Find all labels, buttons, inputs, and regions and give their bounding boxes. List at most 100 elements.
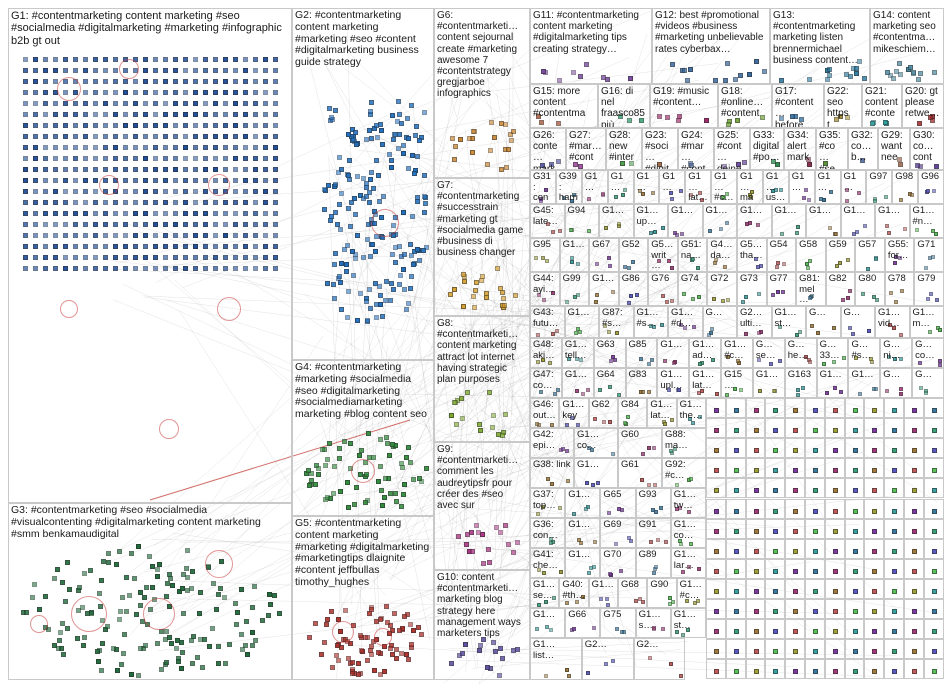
node-avatar[interactable] xyxy=(73,211,78,216)
node-avatar[interactable] xyxy=(793,609,799,614)
node-avatar[interactable] xyxy=(806,157,812,163)
node-avatar[interactable] xyxy=(60,621,66,627)
node-avatar[interactable] xyxy=(832,568,838,574)
node-avatar[interactable] xyxy=(380,193,386,199)
node-avatar[interactable] xyxy=(62,599,68,605)
node-avatar[interactable] xyxy=(773,508,779,514)
node-avatar[interactable] xyxy=(873,387,878,392)
cluster-box-small-78[interactable]: G… #s… xyxy=(848,338,881,368)
node-avatar[interactable] xyxy=(183,565,189,571)
node-avatar[interactable] xyxy=(333,652,339,658)
cluster-box-small-8[interactable]: G1… ma… xyxy=(737,170,763,204)
node-avatar[interactable] xyxy=(167,576,173,582)
node-avatar[interactable] xyxy=(239,646,245,652)
node-avatar[interactable] xyxy=(795,387,800,392)
node-avatar[interactable] xyxy=(899,198,904,203)
node-avatar[interactable] xyxy=(354,485,360,491)
node-avatar[interactable] xyxy=(793,548,799,554)
node-avatar[interactable] xyxy=(43,57,48,62)
node-avatar[interactable] xyxy=(163,101,168,106)
node-avatar[interactable] xyxy=(203,68,208,73)
node-avatar[interactable] xyxy=(74,635,80,641)
node-avatar[interactable] xyxy=(506,541,512,547)
node-avatar[interactable] xyxy=(213,244,218,249)
node-avatar[interactable] xyxy=(327,106,333,112)
node-avatar[interactable] xyxy=(757,357,762,362)
node-avatar[interactable] xyxy=(724,60,730,66)
node-avatar[interactable] xyxy=(470,149,476,155)
node-avatar[interactable] xyxy=(688,476,693,481)
node-avatar[interactable] xyxy=(238,587,244,593)
node-avatar[interactable] xyxy=(638,189,643,194)
node-avatar[interactable] xyxy=(548,161,554,167)
node-avatar[interactable] xyxy=(183,266,188,271)
node-avatar[interactable] xyxy=(66,587,72,593)
node-avatar[interactable] xyxy=(682,292,687,297)
node-avatar[interactable] xyxy=(401,287,407,293)
node-avatar[interactable] xyxy=(626,300,631,305)
node-avatar[interactable] xyxy=(912,408,917,413)
node-avatar[interactable] xyxy=(892,669,898,675)
node-avatar[interactable] xyxy=(23,134,28,139)
node-avatar[interactable] xyxy=(98,577,104,583)
node-avatar[interactable] xyxy=(508,138,514,144)
cluster-box-small-10[interactable]: G1… xyxy=(788,170,815,204)
cluster-box-small-102[interactable]: G60 xyxy=(618,428,662,458)
cluster-box-g9[interactable]: G9: #contentmarketi… comment les audreyt… xyxy=(434,442,530,570)
node-avatar[interactable] xyxy=(43,145,48,150)
node-avatar[interactable] xyxy=(584,506,589,511)
node-avatar[interactable] xyxy=(273,134,278,139)
node-avatar[interactable] xyxy=(233,123,238,128)
node-avatar[interactable] xyxy=(23,200,28,205)
cluster-box-g15[interactable]: G15: more content #contentma… xyxy=(530,84,598,128)
node-avatar[interactable] xyxy=(163,167,168,172)
tiny-cluster-box[interactable] xyxy=(725,659,746,680)
node-avatar[interactable] xyxy=(193,90,198,95)
node-avatar[interactable] xyxy=(741,159,747,165)
node-avatar[interactable] xyxy=(173,645,179,651)
node-avatar[interactable] xyxy=(380,502,386,508)
node-avatar[interactable] xyxy=(585,481,590,486)
tiny-cluster-box[interactable] xyxy=(765,639,786,660)
node-avatar[interactable] xyxy=(113,233,118,238)
node-avatar[interactable] xyxy=(346,206,352,212)
node-avatar[interactable] xyxy=(862,75,868,81)
node-avatar[interactable] xyxy=(400,142,406,148)
node-avatar[interactable] xyxy=(153,101,158,106)
tiny-cluster-box[interactable] xyxy=(824,498,845,519)
node-avatar[interactable] xyxy=(153,255,158,260)
node-avatar[interactable] xyxy=(143,145,148,150)
tiny-cluster-box[interactable] xyxy=(765,438,786,459)
node-avatar[interactable] xyxy=(276,611,282,617)
node-avatar[interactable] xyxy=(741,300,746,305)
cluster-box-small-117[interactable]: G1… co… xyxy=(670,518,706,548)
node-avatar[interactable] xyxy=(233,79,238,84)
node-avatar[interactable] xyxy=(357,452,363,458)
node-avatar[interactable] xyxy=(53,211,58,216)
node-avatar[interactable] xyxy=(663,540,668,545)
node-avatar[interactable] xyxy=(634,293,639,298)
node-avatar[interactable] xyxy=(773,568,779,574)
node-avatar[interactable] xyxy=(43,594,49,600)
node-avatar[interactable] xyxy=(335,657,341,663)
node-avatar[interactable] xyxy=(351,502,357,508)
cluster-box-small-3[interactable]: G1… xyxy=(607,170,634,204)
tiny-cluster-box[interactable] xyxy=(904,659,924,680)
node-avatar[interactable] xyxy=(153,145,158,150)
node-avatar[interactable] xyxy=(325,280,331,286)
node-avatar[interactable] xyxy=(842,356,847,361)
node-avatar[interactable] xyxy=(33,266,38,271)
node-avatar[interactable] xyxy=(203,167,208,172)
cluster-box-small-59[interactable]: G1… #s… xyxy=(633,306,668,338)
node-avatar[interactable] xyxy=(133,167,138,172)
tiny-cluster-box[interactable] xyxy=(765,659,786,680)
node-avatar[interactable] xyxy=(806,198,811,203)
node-avatar[interactable] xyxy=(33,112,38,117)
node-avatar[interactable] xyxy=(123,123,128,128)
node-avatar[interactable] xyxy=(328,114,334,120)
node-avatar[interactable] xyxy=(391,233,397,239)
node-avatar[interactable] xyxy=(550,230,555,235)
node-avatar[interactable] xyxy=(481,560,487,566)
node-avatar[interactable] xyxy=(368,253,374,259)
tiny-cluster-box[interactable] xyxy=(805,438,825,459)
